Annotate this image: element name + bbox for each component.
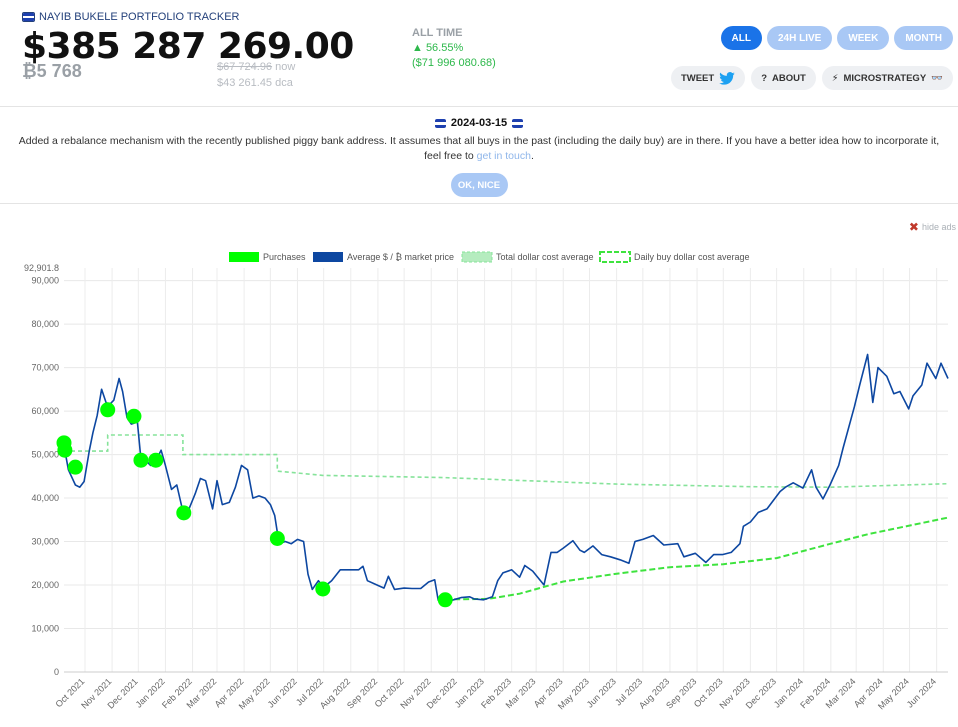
all-time-label: ALL TIME xyxy=(412,27,463,39)
series-daily-dca-line xyxy=(445,516,949,601)
notice-text: Added a rebalance mechanism with the rec… xyxy=(10,134,948,164)
notice-date: 2024-03-15 xyxy=(450,117,508,129)
range-tabs: ALL 24H LIVE WEEK MONTH xyxy=(720,26,953,50)
get-in-touch-link[interactable]: get in touch xyxy=(476,150,531,162)
dca-price: $43 261.45 dca xyxy=(217,77,293,89)
purchase-point xyxy=(100,402,116,418)
tab-month[interactable]: MONTH xyxy=(894,26,953,50)
brand[interactable]: NAYIB BUKELE PORTFOLIO TRACKER xyxy=(22,11,240,23)
tab-week[interactable]: WEEK xyxy=(837,26,890,50)
btc-amount: ₿5 768 xyxy=(22,61,82,81)
question-mark-icon: ? xyxy=(761,72,768,84)
legend-swatch-purchases xyxy=(229,252,259,262)
ok-nice-button[interactable]: OK, NICE xyxy=(450,173,508,197)
legend-daily-dca-label: Daily buy dollar cost average xyxy=(634,252,750,262)
all-time-usd: ($71 996 080.68) xyxy=(412,57,496,69)
el-salvador-flag-icon xyxy=(22,12,35,22)
series-price-line xyxy=(63,353,949,601)
twitter-bird-icon xyxy=(719,71,736,85)
legend-price-label: Average $ / ₿ market price xyxy=(347,252,454,262)
microstrategy-button[interactable]: ⚡ MICROSTRATEGY 👓 xyxy=(821,66,953,90)
flag-icon xyxy=(434,118,446,128)
purchase-point xyxy=(269,530,285,546)
all-time-percent: ▲ 56.55% xyxy=(412,42,464,54)
legend-total-dca-label: Total dollar cost average xyxy=(496,252,594,262)
notice-banner: 2024-03-15 Added a rebalance mechanism w… xyxy=(0,107,958,204)
tab-all[interactable]: ALL xyxy=(720,26,762,50)
purchase-point xyxy=(176,505,192,521)
x-tick-label: Jun 2022 xyxy=(266,676,299,709)
lightning-icon: ⚡ xyxy=(831,72,839,84)
hide-ads-label: hide ads xyxy=(921,222,956,232)
legend-purchases-label: Purchases xyxy=(263,252,306,262)
notice-end: . xyxy=(530,150,534,162)
microstrategy-label: MICROSTRATEGY xyxy=(843,72,927,84)
portfolio-value: $385 287 269.00 xyxy=(22,26,354,67)
purchase-point xyxy=(67,459,83,475)
glasses-icon: 👓 xyxy=(931,72,943,84)
brand-title: NAYIB BUKELE PORTFOLIO TRACKER xyxy=(39,11,240,23)
legend-swatch-price xyxy=(313,252,343,262)
about-label: ABOUT xyxy=(772,72,806,84)
y-tick-label: 80,000 xyxy=(31,319,59,329)
purchase-point xyxy=(126,408,142,424)
purchase-point xyxy=(148,452,164,468)
current-price-suffix: now xyxy=(275,61,296,73)
tweet-label: TWEET xyxy=(680,72,715,84)
close-icon: ✖ xyxy=(908,220,919,234)
y-tick-label: 0 xyxy=(54,667,59,677)
purchase-point xyxy=(437,592,453,608)
notice-date-row: 2024-03-15 xyxy=(0,117,958,129)
current-price: $67 724.96 now xyxy=(217,61,295,73)
social-buttons: TWEET ? ABOUT ⚡ MICROSTRATEGY 👓 xyxy=(670,66,953,90)
y-tick-label: 30,000 xyxy=(31,537,59,547)
current-price-value: $67 724.96 xyxy=(217,61,273,73)
y-tick-label: 90,000 xyxy=(31,276,59,286)
x-tick-label: Jun 2023 xyxy=(585,676,618,709)
about-button[interactable]: ? ABOUT xyxy=(751,66,816,90)
y-max-label: 92,901.8 xyxy=(24,263,59,273)
x-tick-label: Jun 2024 xyxy=(905,676,938,709)
y-tick-label: 50,000 xyxy=(31,450,59,460)
y-tick-label: 60,000 xyxy=(31,406,59,416)
y-tick-label: 70,000 xyxy=(31,363,59,373)
hide-ads-link[interactable]: ✖ hide ads xyxy=(909,220,956,234)
legend-swatch-total-dca xyxy=(461,251,493,263)
purchase-point xyxy=(133,452,149,468)
y-tick-label: 20,000 xyxy=(31,580,59,590)
flag-icon xyxy=(512,118,524,128)
y-tick-label: 40,000 xyxy=(31,493,59,503)
tweet-button[interactable]: TWEET xyxy=(670,66,746,90)
y-tick-label: 10,000 xyxy=(31,624,59,634)
legend-swatch-daily-dca xyxy=(599,251,631,263)
purchase-point xyxy=(315,581,331,597)
purchase-point xyxy=(57,442,73,458)
series-total-dca-line xyxy=(64,434,949,489)
notice-body: Added a rebalance mechanism with the rec… xyxy=(18,135,940,162)
header: NAYIB BUKELE PORTFOLIO TRACKER $385 287 … xyxy=(0,0,958,107)
tab-24h-live[interactable]: 24H LIVE xyxy=(766,26,833,50)
